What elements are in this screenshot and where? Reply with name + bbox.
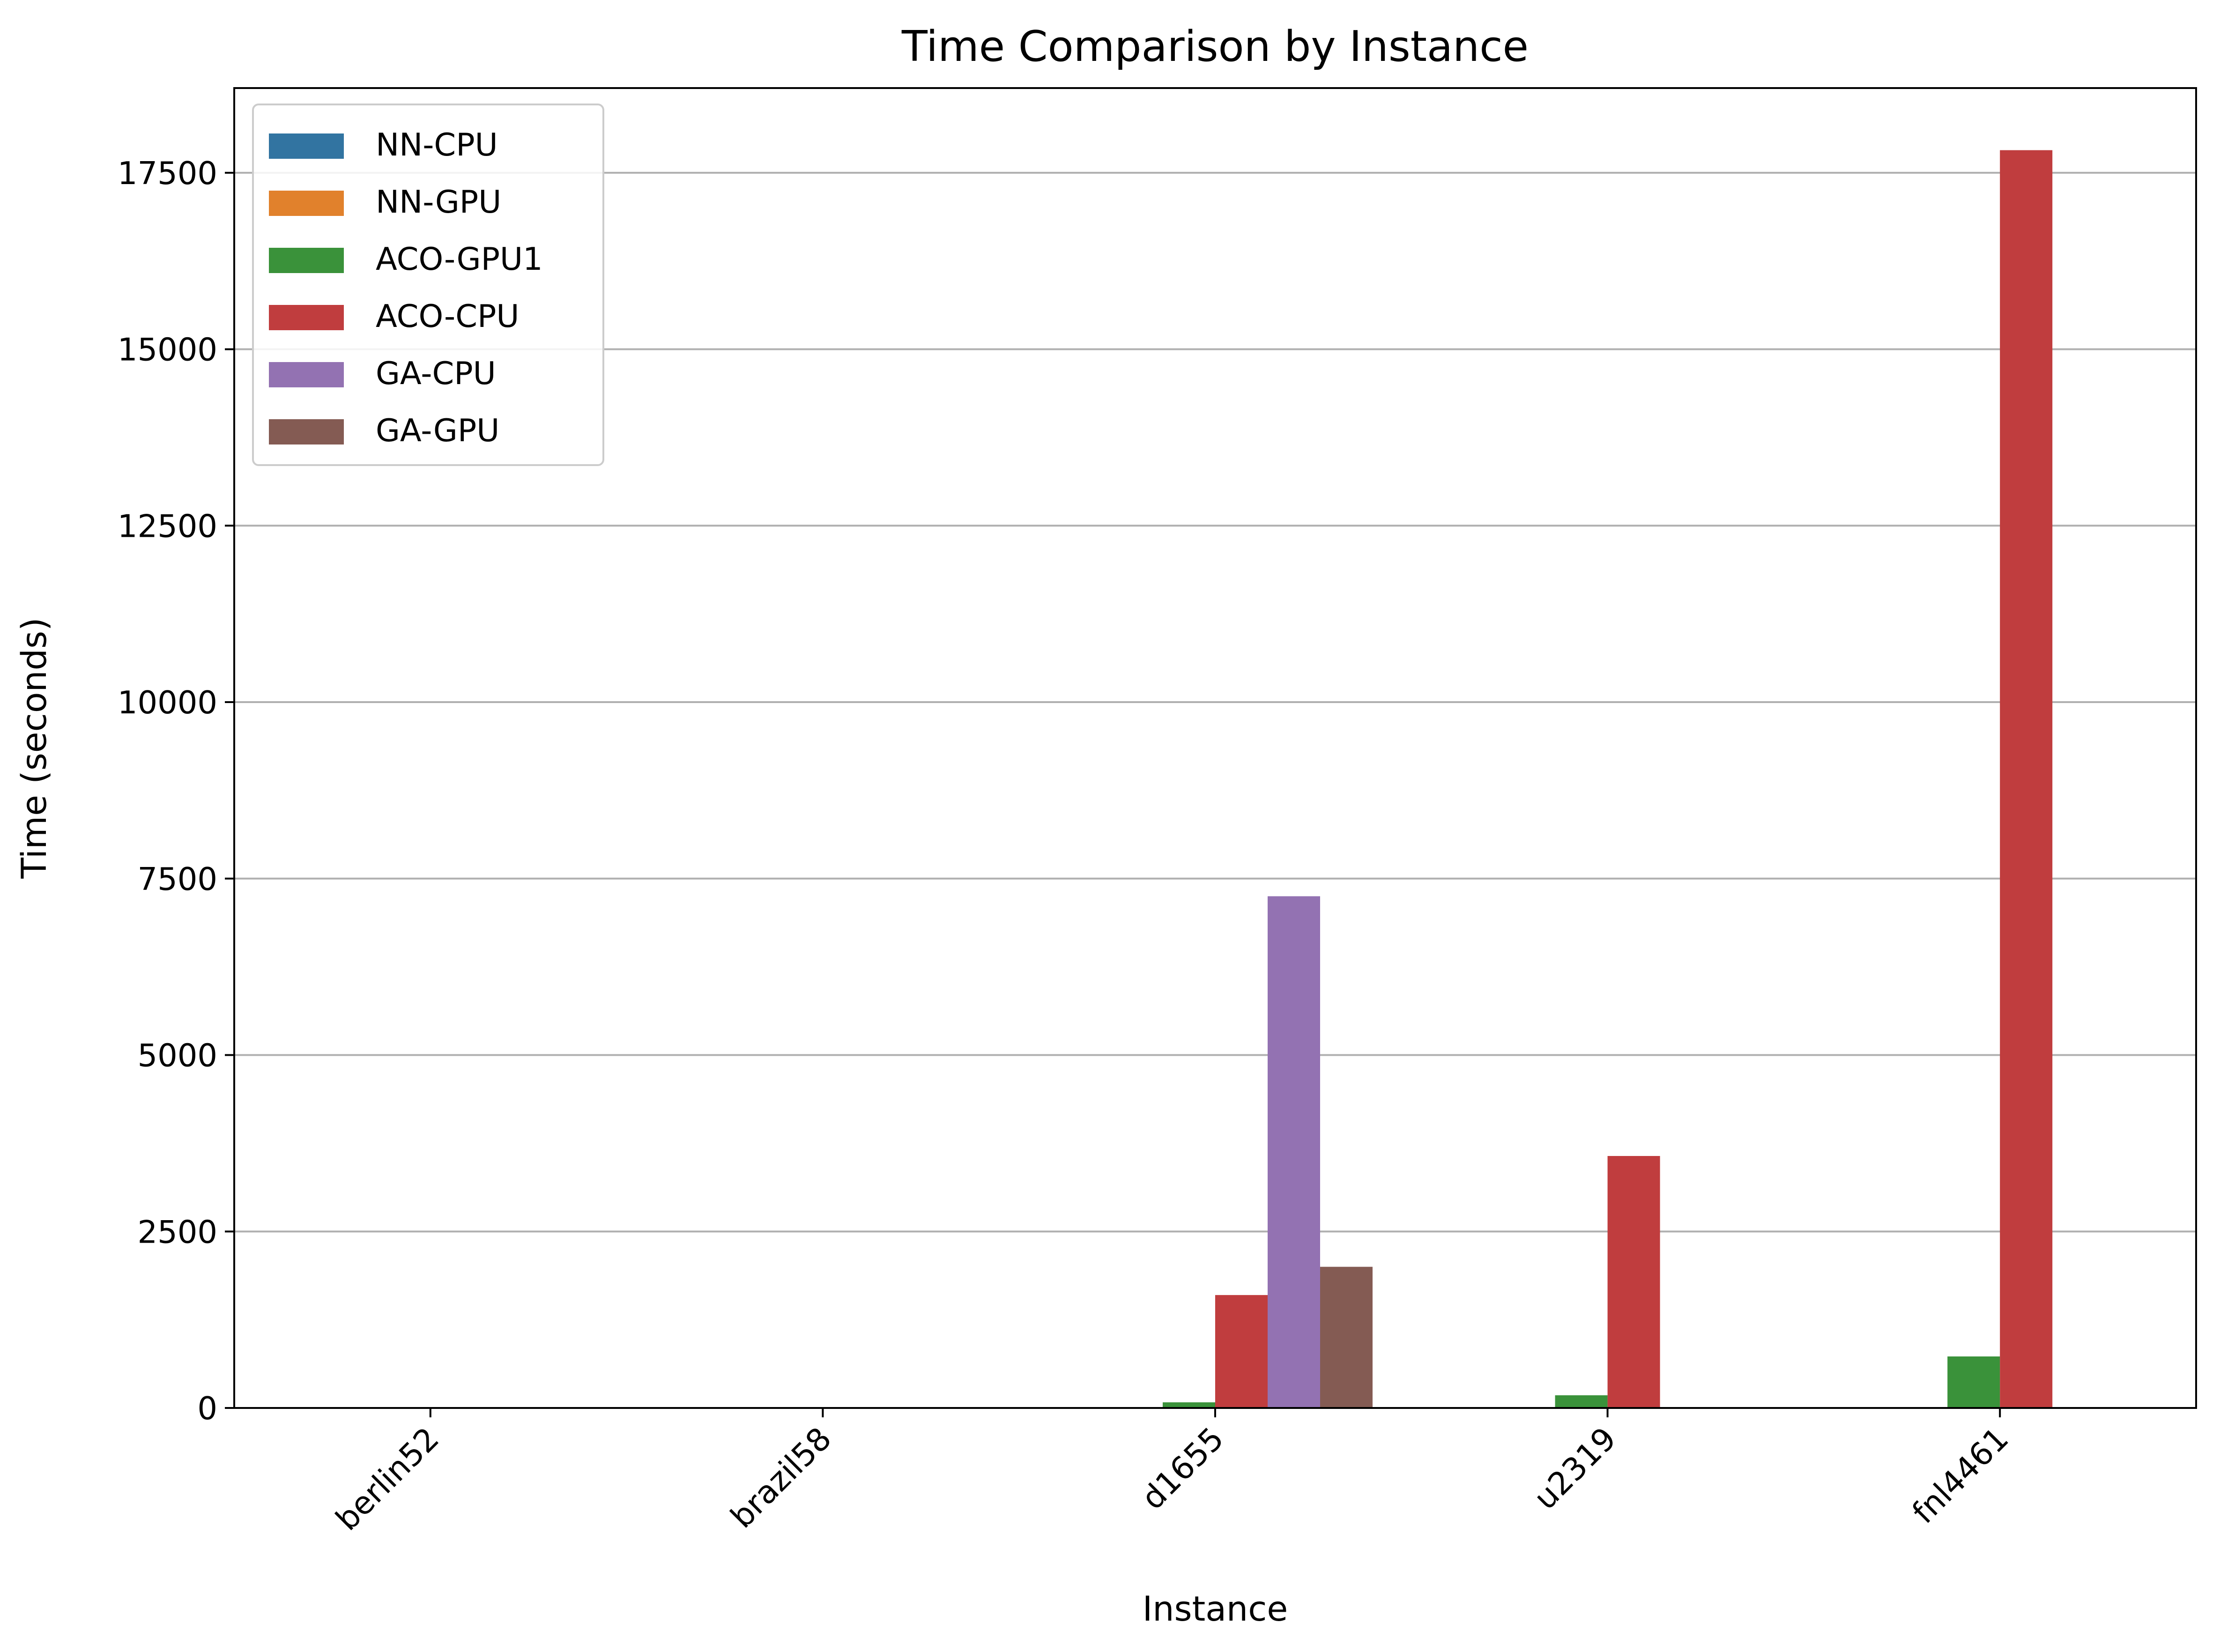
legend-label: GA-CPU	[376, 355, 496, 392]
legend-label: ACO-CPU	[376, 298, 519, 334]
legend-label: NN-CPU	[376, 126, 498, 163]
y-tick-label: 17500	[118, 155, 217, 192]
legend-label: ACO-GPU1	[376, 241, 543, 277]
chart-title: Time Comparison by Instance	[901, 22, 1529, 71]
legend: NN-CPU NN-GPU ACO-GPU1 ACO-CPU GA-CPU GA-GPU	[252, 104, 604, 466]
legend-swatch	[269, 133, 344, 159]
y-tick-label: 2500	[137, 1214, 217, 1250]
y-tick-label: 5000	[137, 1037, 217, 1074]
y-tick-label: 10000	[118, 684, 217, 721]
y-axis-ticks: 0 2500 5000 7500 10000 12500 15000 17500	[118, 155, 234, 1427]
y-tick-label: 0	[197, 1390, 217, 1427]
y-axis-label: Time (seconds)	[15, 617, 54, 879]
y-tick-label: 7500	[137, 861, 217, 897]
bar-aco-gpu1-u2319	[1555, 1395, 1608, 1408]
legend-label: NN-GPU	[376, 184, 501, 220]
bar-aco-cpu-fnl4461	[2000, 150, 2053, 1408]
x-axis-label: Instance	[1143, 1589, 1288, 1629]
legend-swatch	[269, 248, 344, 273]
bar-aco-gpu1-fnl4461	[1947, 1356, 2000, 1408]
legend-swatch	[269, 305, 344, 330]
legend-swatch	[269, 191, 344, 216]
bar-aco-gpu1-d1655	[1163, 1402, 1215, 1408]
bar-aco-cpu-u2319	[1607, 1156, 1660, 1408]
y-tick-label: 15000	[118, 332, 217, 368]
gridlines	[234, 171, 2196, 1233]
bar-ga-cpu-d1655	[1268, 896, 1320, 1408]
legend-swatch	[269, 419, 344, 444]
bar-ga-gpu-d1655	[1320, 1267, 1373, 1408]
legend-label: GA-GPU	[376, 412, 499, 449]
bars	[273, 150, 2053, 1408]
bar-aco-cpu-d1655	[1215, 1295, 1268, 1408]
y-tick-label: 12500	[118, 508, 217, 544]
legend-swatch	[269, 362, 344, 387]
